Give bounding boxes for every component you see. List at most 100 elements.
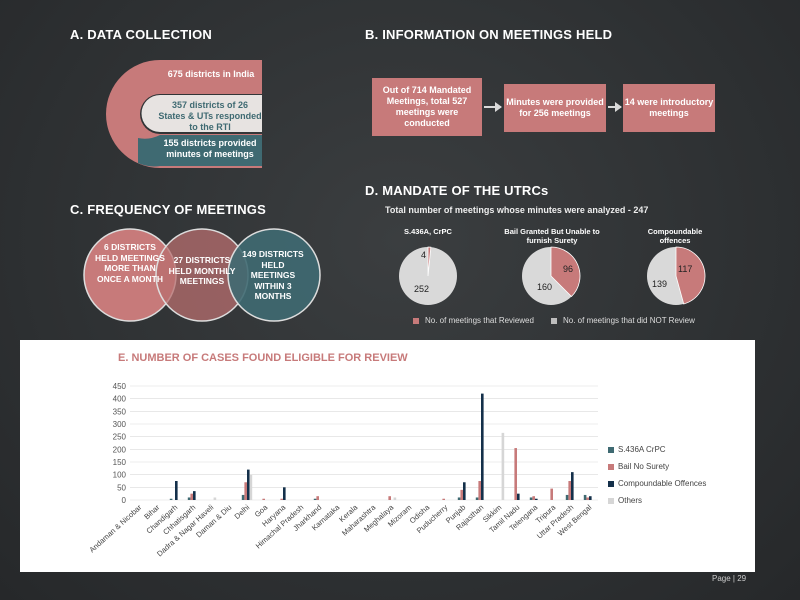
legend-compoundable: Compoundable Offences	[608, 479, 706, 488]
bar	[571, 472, 574, 500]
bar	[532, 496, 535, 500]
y-tick-label: 200	[113, 445, 127, 454]
bar	[249, 474, 253, 500]
bar	[568, 481, 571, 500]
bar	[550, 488, 553, 500]
band-rti: 357 districts of 26 States & UTs respond…	[158, 100, 262, 132]
legend-reviewed-label: No. of meetings that Reviewed	[425, 316, 534, 325]
pie-3-not-reviewed-label: 139	[652, 279, 668, 289]
legend-bail-label: Bail No Surety	[618, 462, 670, 471]
venn-circle-3	[227, 228, 321, 322]
bar	[529, 497, 533, 500]
bar	[175, 481, 178, 500]
arrow-right-icon	[484, 102, 502, 112]
bar	[316, 496, 319, 500]
bar	[244, 482, 247, 500]
legend-compoundable-swatch	[608, 480, 614, 487]
bar	[442, 498, 445, 500]
page-number: Page | 29	[712, 574, 747, 583]
y-tick-label: 100	[113, 471, 127, 480]
legend-s436a-label: S.436A CrPC	[618, 445, 666, 454]
y-tick-label: 250	[113, 433, 127, 442]
y-tick-label: 50	[117, 483, 126, 492]
legend-others: Others	[608, 496, 642, 505]
bar	[283, 487, 286, 500]
pie-3-title: Compoundable offences	[647, 227, 703, 245]
bar	[481, 393, 484, 500]
freq-circle-1-text: 6 DISTRICTS HELD MEETINGS MORE THAN ONCE…	[95, 242, 165, 284]
mandate-pies	[399, 246, 706, 305]
section-e-heading: E. NUMBER OF CASES FOUND ELIGIBLE FOR RE…	[118, 352, 408, 364]
y-tick-label: 300	[113, 420, 127, 429]
legend-not-reviewed: No. of meetings that did NOT Review	[551, 316, 695, 325]
bar	[187, 497, 191, 500]
section-b-heading: B. INFORMATION ON MEETINGS HELD	[365, 27, 613, 42]
pie-1-reviewed-slice	[427, 246, 432, 277]
pie-3-reviewed-slice	[675, 246, 706, 305]
bar	[388, 496, 391, 500]
bar	[463, 482, 466, 500]
minutes-provided-box: Minutes were provided for 256 meetings	[504, 84, 606, 132]
legend-reviewed: No. of meetings that Reviewed	[413, 316, 534, 325]
legend-not-reviewed-swatch	[551, 317, 557, 324]
bar	[213, 497, 217, 500]
pie-2-title: Bail Granted But Unable to furnish Suret…	[504, 227, 600, 245]
data-collection-arcs	[106, 60, 262, 168]
legend-reviewed-swatch	[413, 317, 419, 324]
y-tick-label: 350	[113, 407, 127, 416]
chart-panel: E. NUMBER OF CASES FOUND ELIGIBLE FOR RE…	[20, 340, 755, 572]
pie-2-reviewed-slice	[550, 246, 581, 298]
legend-bail-swatch	[608, 463, 614, 470]
bar	[247, 469, 250, 500]
bar	[517, 493, 520, 500]
pie-1-title: S.436A, CrPC	[404, 227, 452, 236]
bar	[501, 432, 505, 500]
pie-1-not-reviewed-label: 252	[414, 284, 430, 294]
arrow-right-icon	[608, 102, 622, 112]
section-c-heading: C. FREQUENCY OF MEETINGS	[70, 202, 266, 217]
frequency-venn	[83, 228, 321, 322]
bar	[169, 498, 173, 500]
bar	[280, 498, 283, 500]
bar	[190, 493, 193, 500]
legend-others-swatch	[608, 497, 614, 504]
meetings-conducted-box: Out of 714 Mandated Meetings, total 527 …	[372, 78, 482, 136]
pie-2-not-reviewed-label: 160	[537, 282, 553, 292]
band-india: 675 districts in India	[167, 69, 255, 79]
legend-bail: Bail No Surety	[608, 462, 669, 471]
y-tick-label: 450	[113, 382, 127, 391]
pie-1-reviewed-label: 4	[421, 250, 427, 260]
y-tick-label: 0	[122, 496, 127, 505]
bar	[457, 497, 461, 500]
legend-others-label: Others	[618, 496, 643, 505]
bar	[589, 496, 592, 500]
bar	[478, 481, 481, 500]
bar	[514, 448, 517, 500]
band-minutes: 155 districts provided minutes of meetin…	[163, 138, 257, 159]
bar	[241, 494, 245, 500]
freq-circle-2-text: 27 DISTRICTS HELD MONTHLY MEETINGS	[168, 255, 236, 286]
bar	[475, 497, 479, 500]
y-tick-label: 150	[113, 458, 127, 467]
y-tick-label: 400	[113, 395, 127, 404]
bar	[313, 498, 317, 500]
bar	[565, 494, 569, 500]
bar	[460, 489, 463, 500]
x-tick-label: Delhi	[233, 503, 252, 521]
pie-2-reviewed-label: 96	[563, 264, 574, 274]
section-a-heading: A. DATA COLLECTION	[70, 27, 213, 42]
bar	[262, 498, 265, 500]
eligible-cases-bar-chart: 0 50 100 150 200 250 300 350 400 450 Andaman & Nic…	[87, 382, 598, 558]
introductory-meetings-box: 14 were introductory meetings	[623, 84, 715, 132]
x-tick-label: Andaman & Nicobar	[87, 502, 143, 554]
legend-s436a-swatch	[608, 446, 614, 453]
pie-3-reviewed-label: 117	[678, 264, 693, 274]
section-d-heading: D. MANDATE OF THE UTRCs	[365, 183, 549, 198]
section-d-subtitle: Total number of meetings whose minutes w…	[385, 205, 649, 215]
bar	[393, 497, 397, 500]
bar	[586, 497, 589, 500]
legend-compoundable-label: Compoundable Offences	[618, 479, 707, 488]
legend-s436a: S.436A CrPC	[608, 445, 666, 454]
data-collection-graphic: 675 districts in India 357 districts of …	[88, 58, 264, 170]
freq-circle-3-text: 149 DISTRICTS HELD MEETINGS WITHIN 3 MON…	[242, 249, 304, 301]
